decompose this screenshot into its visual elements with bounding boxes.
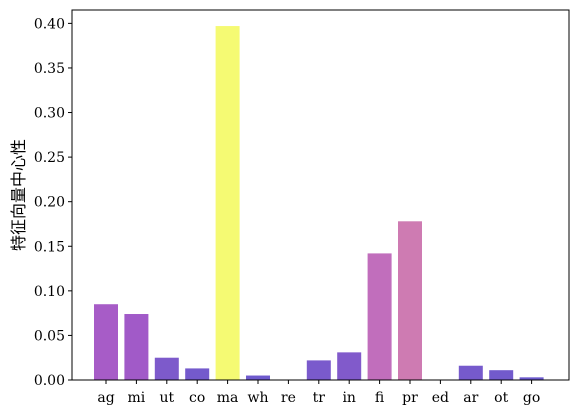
- x-tick-label-ma: ma: [217, 390, 239, 406]
- bar-go: [519, 377, 544, 380]
- bar-ag: [94, 304, 118, 380]
- bar-ma: [215, 26, 240, 381]
- bar-in: [337, 352, 362, 380]
- y-tick-label: 0.10: [34, 284, 65, 300]
- x-tick-label-pr: pr: [402, 390, 418, 406]
- y-axis: 0.00 0.05 0.10 0.15 0.20 0.25 0.30 0.35 0.40: [34, 16, 72, 389]
- bar-ut: [154, 357, 179, 380]
- x-axis: ag mi ut co ma wh re tr in fi pr ed ar ot go: [97, 380, 540, 406]
- y-tick-label: 0.00: [34, 373, 65, 389]
- x-tick-label-ar: ar: [463, 390, 478, 406]
- x-tick-label-ed: ed: [432, 390, 449, 406]
- y-tick-label: 0.25: [34, 150, 65, 166]
- x-tick-label-mi: mi: [128, 390, 146, 406]
- y-tick-label: 0.35: [34, 61, 65, 77]
- y-tick-label: 0.15: [34, 239, 65, 255]
- y-axis-label: 特征向量中心性: [9, 139, 28, 251]
- bar-fi: [367, 253, 392, 380]
- y-tick-label: 0.30: [34, 106, 65, 122]
- bar-mi: [124, 314, 149, 380]
- x-tick-label-ag: ag: [97, 390, 114, 406]
- x-tick-label-tr: tr: [313, 390, 326, 406]
- y-tick-label: 0.40: [34, 16, 65, 32]
- bars-layer: [94, 26, 544, 381]
- bar-ar: [458, 365, 483, 380]
- x-tick-label-wh: wh: [248, 390, 269, 406]
- y-tick-label: 0.20: [34, 195, 65, 211]
- x-tick-label-ut: ut: [159, 390, 174, 406]
- y-tick-label: 0.05: [34, 328, 65, 344]
- bar-ot: [489, 370, 514, 380]
- x-tick-label-go: go: [523, 390, 540, 406]
- bar-wh: [246, 375, 270, 380]
- x-tick-label-fi: fi: [375, 390, 385, 406]
- x-tick-label-in: in: [342, 390, 356, 406]
- bar-pr: [398, 221, 422, 380]
- plot-frame: [71, 9, 570, 381]
- bar-co: [185, 368, 210, 380]
- x-tick-label-re: re: [281, 390, 296, 406]
- x-tick-label-ot: ot: [494, 390, 508, 406]
- bar-tr: [306, 360, 331, 380]
- x-tick-label-co: co: [189, 390, 205, 406]
